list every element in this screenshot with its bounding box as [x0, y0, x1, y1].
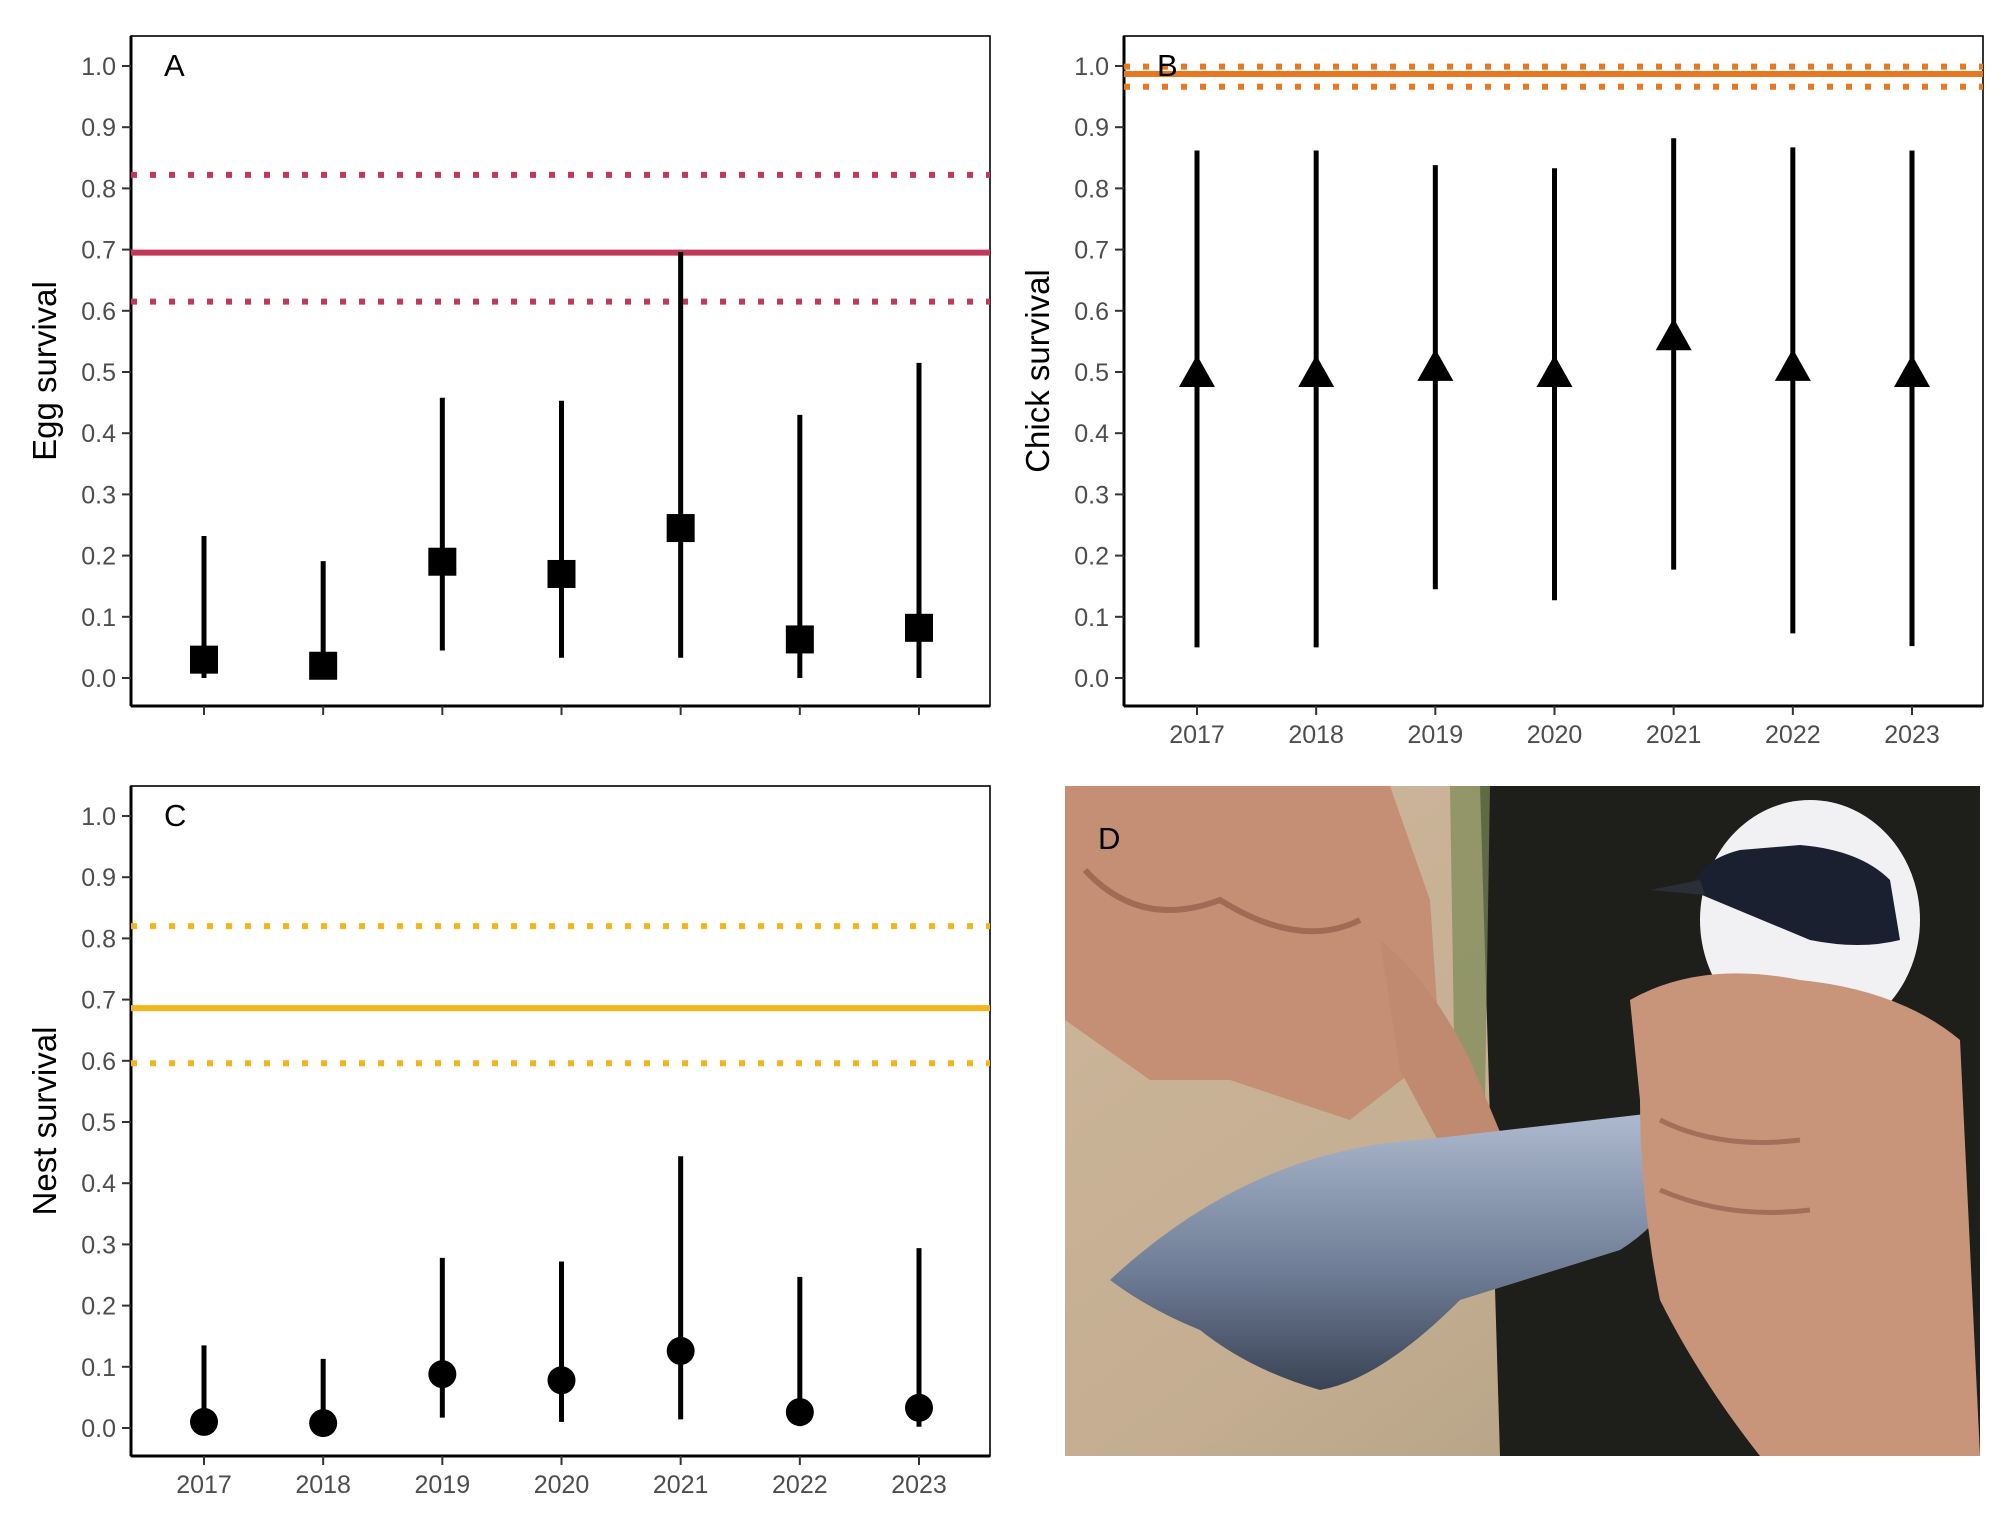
data-point-square [547, 559, 576, 588]
y-tick-label: 0.3 [81, 1231, 116, 1259]
y-tick-label: 0.8 [1074, 175, 1109, 203]
panel-c-chart: 0.0 0.1 0.2 0.3 0.4 0.5 0.6 0.7 0.8 0.9 1.0 2017 201… [26, 785, 991, 1499]
y-tick-label: 0.7 [1074, 237, 1109, 265]
y-tick-label: 0.4 [1074, 420, 1109, 448]
data-point-circle [785, 1398, 814, 1427]
y-tick-label: 1.0 [1074, 53, 1109, 81]
y-tick-label: 0.4 [81, 1170, 116, 1198]
data-point-square [905, 613, 933, 642]
y-tick-label: 0.1 [81, 604, 116, 632]
x-tick-label: 2020 [1527, 721, 1583, 749]
data-point-circle [547, 1366, 576, 1395]
y-tick-label: 0.5 [81, 1109, 116, 1137]
panel-d-label: D [1098, 821, 1120, 856]
data-point-square [666, 514, 695, 543]
y-tick-label: 1.0 [81, 53, 116, 81]
data-point-triangle [1894, 355, 1930, 387]
data-point-circle [428, 1360, 457, 1389]
data-point-circle [666, 1336, 695, 1365]
y-tick-label: 0.6 [81, 298, 116, 326]
x-tick-label: 2021 [1646, 721, 1702, 749]
y-tick-label: 0.5 [1074, 359, 1109, 387]
bird-in-hand-photo-icon [1065, 786, 1980, 1456]
panel-b-chart: 0.0 0.1 0.2 0.3 0.4 0.5 0.6 0.7 0.8 0.9 1.0 2017 201… [1019, 35, 1984, 749]
x-tick-label: 2022 [1765, 721, 1821, 749]
data-point-circle [309, 1409, 338, 1438]
y-axis-title: Nest survival [26, 1027, 63, 1216]
x-tick-label: 2022 [772, 1471, 828, 1499]
x-tick-label: 2017 [1169, 721, 1225, 749]
x-tick-label: 2017 [176, 1471, 232, 1499]
x-tick-label: 2018 [295, 1471, 351, 1499]
x-tick-label: 2023 [1884, 721, 1940, 749]
y-tick-label: 0.7 [81, 987, 116, 1015]
data-point-triangle [1417, 348, 1454, 381]
y-tick-label: 0.1 [1074, 604, 1109, 632]
data-point-triangle [1536, 355, 1573, 387]
x-tick-label: 2023 [891, 1471, 947, 1499]
y-tick-label: 0.8 [81, 175, 116, 203]
panel-label: C [164, 798, 186, 833]
y-tick-label: 0.4 [81, 420, 116, 448]
y-tick-label: 0.2 [1074, 543, 1109, 571]
data-point-triangle [1298, 355, 1335, 387]
y-tick-label: 0.5 [81, 359, 116, 387]
x-tick-label: 2018 [1288, 721, 1344, 749]
y-tick-label: 0.9 [81, 864, 116, 892]
data-point-triangle [1179, 355, 1215, 387]
y-tick-label: 0.0 [81, 665, 116, 693]
y-tick-label: 0.8 [81, 925, 116, 953]
panel-a-chart: 0.0 0.1 0.2 0.3 0.4 0.5 0.6 0.7 0.8 0.9 1.0 Egg sur… [26, 35, 991, 715]
data-point-triangle [1774, 348, 1811, 381]
y-tick-label: 0.3 [81, 481, 116, 509]
y-tick-label: 0.0 [81, 1415, 116, 1443]
y-tick-label: 0.0 [1074, 665, 1109, 693]
y-tick-label: 0.2 [81, 1293, 116, 1321]
y-tick-label: 0.6 [1074, 298, 1109, 326]
y-tick-label: 0.6 [81, 1048, 116, 1076]
data-point-triangle [1655, 318, 1692, 351]
y-tick-label: 0.3 [1074, 481, 1109, 509]
panel-label: A [164, 48, 185, 83]
x-tick-label: 2020 [534, 1471, 590, 1499]
photo-panel: D [1065, 786, 1980, 1456]
data-point-circle [190, 1407, 218, 1436]
data-point-square [428, 547, 457, 576]
y-axis-title: Egg survival [26, 281, 63, 461]
y-tick-label: 0.1 [81, 1354, 116, 1382]
data-point-square [785, 625, 814, 654]
y-tick-label: 0.2 [81, 543, 116, 571]
x-tick-label: 2019 [415, 1471, 471, 1499]
y-tick-label: 1.0 [81, 803, 116, 831]
y-tick-label: 0.7 [81, 237, 116, 265]
y-tick-label: 0.9 [1074, 114, 1109, 142]
data-point-circle [905, 1393, 933, 1422]
panel-label: B [1157, 48, 1178, 83]
data-point-square [309, 651, 338, 680]
x-tick-label: 2021 [653, 1471, 709, 1499]
y-axis-title: Chick survival [1019, 269, 1056, 473]
y-tick-label: 0.9 [81, 114, 116, 142]
data-point-square [190, 645, 218, 674]
x-tick-label: 2019 [1408, 721, 1464, 749]
